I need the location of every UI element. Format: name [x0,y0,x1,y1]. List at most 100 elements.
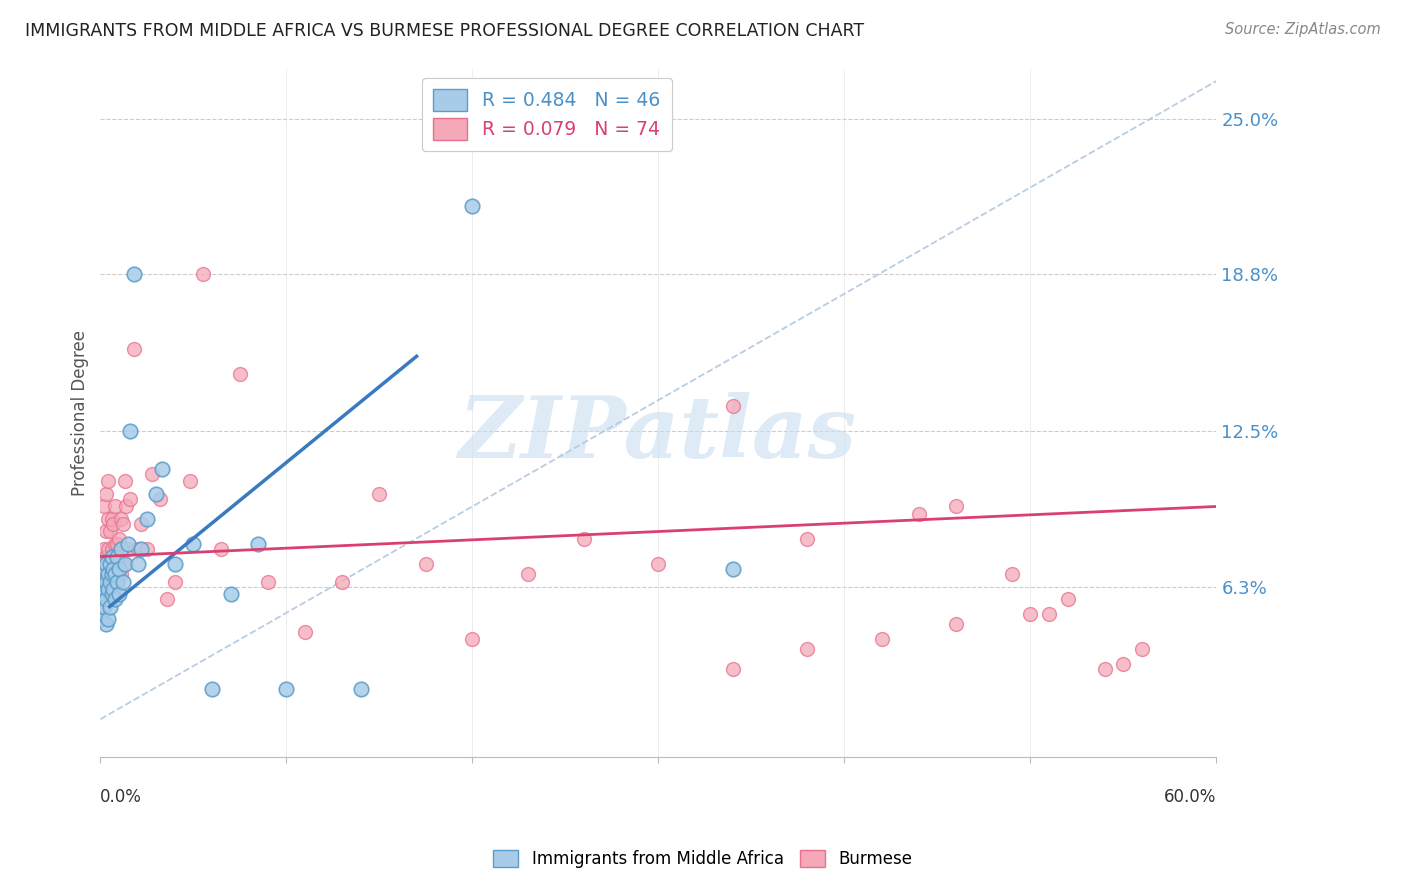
Point [105,567,128,582]
Point [945,500,967,514]
Point [721,400,744,414]
Point [111,574,134,589]
Point [135,541,157,556]
Point [94,574,117,589]
Point [330,574,353,589]
Point [97,567,120,582]
Point [91,599,114,614]
Point [94,549,117,564]
Point [141,467,163,481]
Point [796,642,818,657]
Point [572,532,595,546]
Point [163,574,186,589]
Point [103,562,125,576]
Text: 0.0%: 0.0% [100,788,142,805]
Point [103,582,125,596]
Point [115,500,138,514]
Point [100,549,122,564]
Point [163,557,186,571]
Point [209,541,232,556]
Point [156,592,179,607]
Point [135,512,157,526]
Point [517,567,540,582]
Point [104,592,127,607]
Point [114,475,136,489]
Point [721,662,744,676]
Point [721,562,744,576]
Point [103,516,125,531]
Point [97,612,120,626]
Point [129,541,152,556]
Point [93,500,115,514]
Point [1001,567,1024,582]
Point [100,587,122,601]
Point [219,587,242,601]
Point [111,557,134,571]
Point [247,537,270,551]
Point [256,574,278,589]
Point [1038,607,1060,621]
Point [104,562,127,576]
Point [117,541,139,556]
Legend: Immigrants from Middle Africa, Burmese: Immigrants from Middle Africa, Burmese [486,843,920,875]
Point [122,342,145,356]
Point [94,574,117,589]
Point [100,512,122,526]
Point [415,557,437,571]
Point [229,367,252,381]
Point [93,582,115,596]
Point [117,537,139,551]
Point [191,267,214,281]
Point [120,425,142,439]
Point [1112,657,1135,672]
Point [179,475,201,489]
Point [93,541,115,556]
Point [1094,662,1116,676]
Point [108,557,131,571]
Point [114,557,136,571]
Point [100,567,122,582]
Text: 60.0%: 60.0% [1164,788,1216,805]
Point [108,587,131,601]
Point [104,500,127,514]
Point [294,624,316,639]
Point [1056,592,1078,607]
Point [98,524,121,539]
Point [98,557,121,571]
Point [108,562,131,576]
Point [1019,607,1042,621]
Point [104,537,127,551]
Point [120,491,142,506]
Point [183,537,205,551]
Point [110,512,132,526]
Point [100,567,122,582]
Point [97,512,120,526]
Y-axis label: Professional Degree: Professional Degree [72,330,89,496]
Point [108,532,131,546]
Point [93,557,115,571]
Point [93,599,115,614]
Point [98,557,121,571]
Point [1130,642,1153,657]
Point [149,491,172,506]
Point [127,541,149,556]
Point [201,682,224,697]
Text: Source: ZipAtlas.com: Source: ZipAtlas.com [1225,22,1381,37]
Point [110,567,132,582]
Point [907,507,929,521]
Text: ZIPatlas: ZIPatlas [460,392,858,475]
Point [97,567,120,582]
Text: IMMIGRANTS FROM MIDDLE AFRICA VS BURMESE PROFESSIONAL DEGREE CORRELATION CHART: IMMIGRANTS FROM MIDDLE AFRICA VS BURMESE… [25,22,865,40]
Point [103,549,125,564]
Point [870,632,893,646]
Point [97,475,120,489]
Point [97,582,120,596]
Point [461,199,484,213]
Point [100,541,122,556]
Point [94,557,117,571]
Point [461,632,484,646]
Legend: R = 0.484   N = 46, R = 0.079   N = 74: R = 0.484 N = 46, R = 0.079 N = 74 [422,78,672,152]
Point [105,549,128,564]
Point [105,574,128,589]
Point [94,487,117,501]
